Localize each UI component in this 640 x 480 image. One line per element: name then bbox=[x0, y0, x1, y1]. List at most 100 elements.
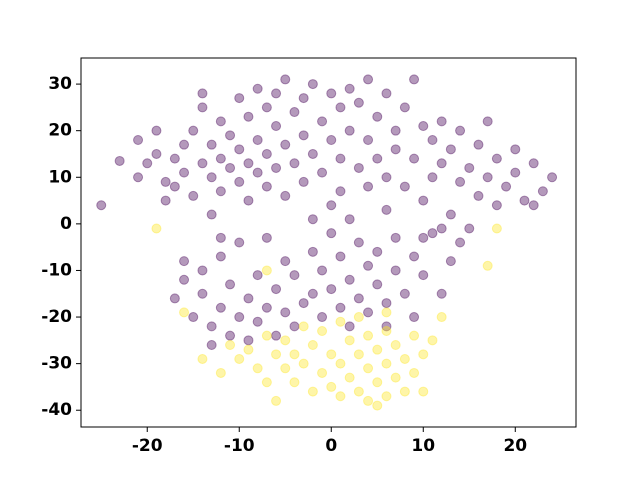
point bbox=[280, 190, 291, 201]
point bbox=[372, 344, 383, 355]
point bbox=[482, 172, 493, 183]
point bbox=[491, 223, 502, 234]
y-tick-label: -30 bbox=[41, 354, 72, 374]
point bbox=[335, 102, 346, 113]
point bbox=[206, 209, 217, 220]
point bbox=[252, 135, 263, 145]
point bbox=[381, 307, 392, 318]
point bbox=[252, 167, 263, 178]
point bbox=[427, 228, 438, 239]
point bbox=[363, 74, 374, 85]
point bbox=[252, 316, 263, 327]
point bbox=[197, 265, 208, 276]
point bbox=[409, 330, 420, 341]
point bbox=[317, 326, 328, 337]
point bbox=[261, 302, 272, 313]
point bbox=[418, 195, 429, 206]
point bbox=[179, 256, 190, 267]
point bbox=[399, 102, 410, 113]
point bbox=[363, 395, 374, 406]
point bbox=[271, 330, 282, 341]
point bbox=[234, 176, 245, 187]
point bbox=[381, 358, 392, 369]
point bbox=[427, 335, 438, 346]
point bbox=[491, 200, 502, 211]
point bbox=[160, 195, 171, 206]
point bbox=[399, 353, 410, 364]
point bbox=[418, 232, 429, 243]
point bbox=[399, 386, 410, 397]
point bbox=[455, 176, 466, 187]
point bbox=[372, 246, 383, 257]
point bbox=[344, 274, 355, 285]
point bbox=[353, 312, 364, 323]
point bbox=[280, 335, 291, 346]
point bbox=[445, 209, 456, 220]
point bbox=[335, 316, 346, 327]
point bbox=[298, 298, 309, 309]
point bbox=[491, 153, 502, 164]
point bbox=[197, 158, 208, 169]
point bbox=[363, 363, 374, 374]
point bbox=[298, 321, 309, 332]
point bbox=[307, 340, 318, 350]
point bbox=[372, 111, 383, 122]
point bbox=[243, 111, 254, 122]
point bbox=[418, 270, 429, 281]
point bbox=[298, 130, 309, 141]
point bbox=[353, 386, 364, 397]
point bbox=[344, 372, 355, 383]
point bbox=[289, 158, 300, 169]
point bbox=[225, 279, 236, 290]
point bbox=[234, 237, 245, 248]
point bbox=[243, 344, 254, 355]
point bbox=[261, 330, 272, 341]
point bbox=[261, 232, 272, 243]
point bbox=[473, 139, 484, 150]
point bbox=[399, 288, 410, 299]
point bbox=[418, 386, 429, 397]
point bbox=[390, 144, 401, 155]
point bbox=[409, 251, 420, 262]
point bbox=[335, 186, 346, 197]
y-tick-label: -10 bbox=[41, 260, 72, 280]
point bbox=[307, 288, 318, 299]
y-tick-label: 0 bbox=[60, 214, 72, 234]
point bbox=[252, 363, 263, 374]
point bbox=[381, 298, 392, 309]
point bbox=[280, 307, 291, 318]
point bbox=[261, 148, 272, 159]
point bbox=[151, 148, 162, 159]
point bbox=[326, 200, 337, 211]
point bbox=[372, 153, 383, 164]
point bbox=[280, 363, 291, 374]
point bbox=[169, 181, 180, 192]
point bbox=[271, 349, 282, 360]
point bbox=[326, 228, 337, 239]
point bbox=[372, 279, 383, 290]
point bbox=[528, 200, 539, 211]
point bbox=[114, 155, 125, 166]
point bbox=[261, 181, 272, 192]
point bbox=[261, 265, 272, 276]
point bbox=[390, 265, 401, 276]
point bbox=[307, 386, 318, 397]
point bbox=[353, 293, 364, 304]
point bbox=[188, 312, 199, 323]
point bbox=[372, 377, 383, 388]
point bbox=[335, 302, 346, 313]
point bbox=[133, 172, 144, 183]
point bbox=[436, 116, 447, 127]
point bbox=[234, 353, 245, 364]
point bbox=[215, 232, 226, 243]
point bbox=[160, 176, 171, 187]
x-tick-label: 0 bbox=[325, 436, 337, 456]
point bbox=[344, 214, 355, 225]
y-tick-label: -20 bbox=[41, 307, 72, 327]
point bbox=[271, 88, 282, 99]
point bbox=[179, 274, 190, 285]
point bbox=[510, 167, 521, 178]
point bbox=[317, 367, 328, 378]
